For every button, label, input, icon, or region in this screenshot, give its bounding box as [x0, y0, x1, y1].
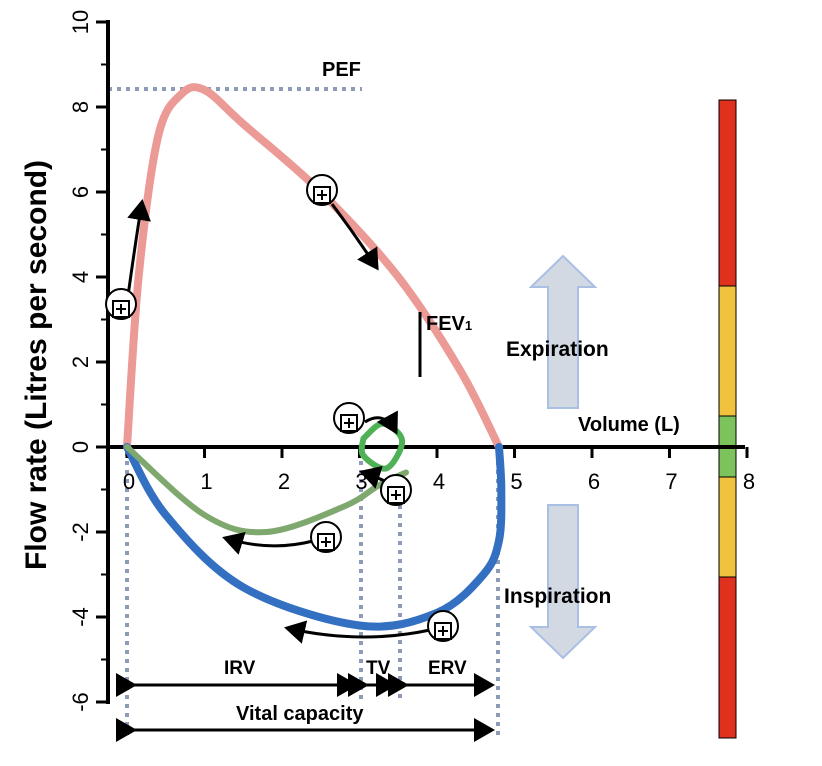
y-tick-label: -4 [68, 607, 93, 627]
cursor-marker-icon [306, 174, 338, 206]
y-tick-label: -6 [68, 692, 93, 712]
vital-capacity-label: Vital capacity [236, 703, 364, 725]
zone-red-top [718, 99, 737, 287]
x-tick-label: 2 [278, 469, 290, 494]
x-tick-label: 6 [588, 469, 600, 494]
x-tick-label: 0 [123, 469, 135, 494]
y-ticks: -6 -4 -2 0 2 4 6 8 10 [68, 10, 108, 712]
direction-arrows [126, 199, 431, 644]
y-tick-label: 0 [68, 441, 93, 453]
series-forced-inspiration [123, 443, 506, 631]
x-tick-label: 7 [665, 469, 677, 494]
zone-amber-bottom [718, 476, 737, 578]
inspiration-arrow [528, 504, 598, 660]
cursor-markers [105, 174, 459, 642]
zone-amber-top [718, 285, 737, 417]
x-tick-label: 1 [200, 469, 212, 494]
tv-label: TV [366, 658, 391, 679]
color-zone-bar [718, 99, 737, 739]
zone-red-bottom [718, 576, 737, 739]
cursor-marker-icon [310, 521, 342, 553]
pef-label: PEF [322, 59, 361, 81]
arrow-tidal-top [364, 410, 398, 435]
x-axis-label: Volume (L) [578, 414, 680, 436]
x-tick-label: 8 [743, 469, 755, 494]
y-tick-label: 10 [68, 10, 93, 34]
y-tick-label: 6 [68, 186, 93, 198]
cursor-marker-icon [427, 610, 459, 642]
expiration-label: Expiration [506, 338, 609, 361]
y-tick-label: -2 [68, 522, 93, 542]
y-tick-label: 2 [68, 356, 93, 368]
cursor-marker-icon [380, 474, 412, 506]
inspiration-label: Inspiration [504, 585, 611, 608]
erv-label: ERV [428, 658, 467, 679]
irv-label: IRV [224, 658, 256, 679]
axes [106, 20, 745, 704]
arrow-descent [330, 203, 379, 271]
volume-brackets [116, 673, 495, 742]
y-axis-label: Flow rate (Litres per second) [20, 160, 53, 570]
series-forced-expiration [123, 83, 503, 451]
y-tick-label: 4 [68, 271, 93, 283]
dotted-reference-lines [108, 87, 500, 740]
x-tick-label: 5 [510, 469, 522, 494]
arrow-blue-return [284, 620, 431, 644]
x-tick-label: 4 [433, 469, 445, 494]
expiration-arrow [528, 254, 598, 409]
cursor-marker-icon [105, 288, 137, 320]
arrow-rise [126, 199, 151, 297]
arrow-green-return [222, 531, 314, 555]
cursor-marker-icon [333, 402, 365, 434]
y-tick-label: 8 [68, 101, 93, 113]
fev1-label: FEV1 [426, 313, 472, 335]
